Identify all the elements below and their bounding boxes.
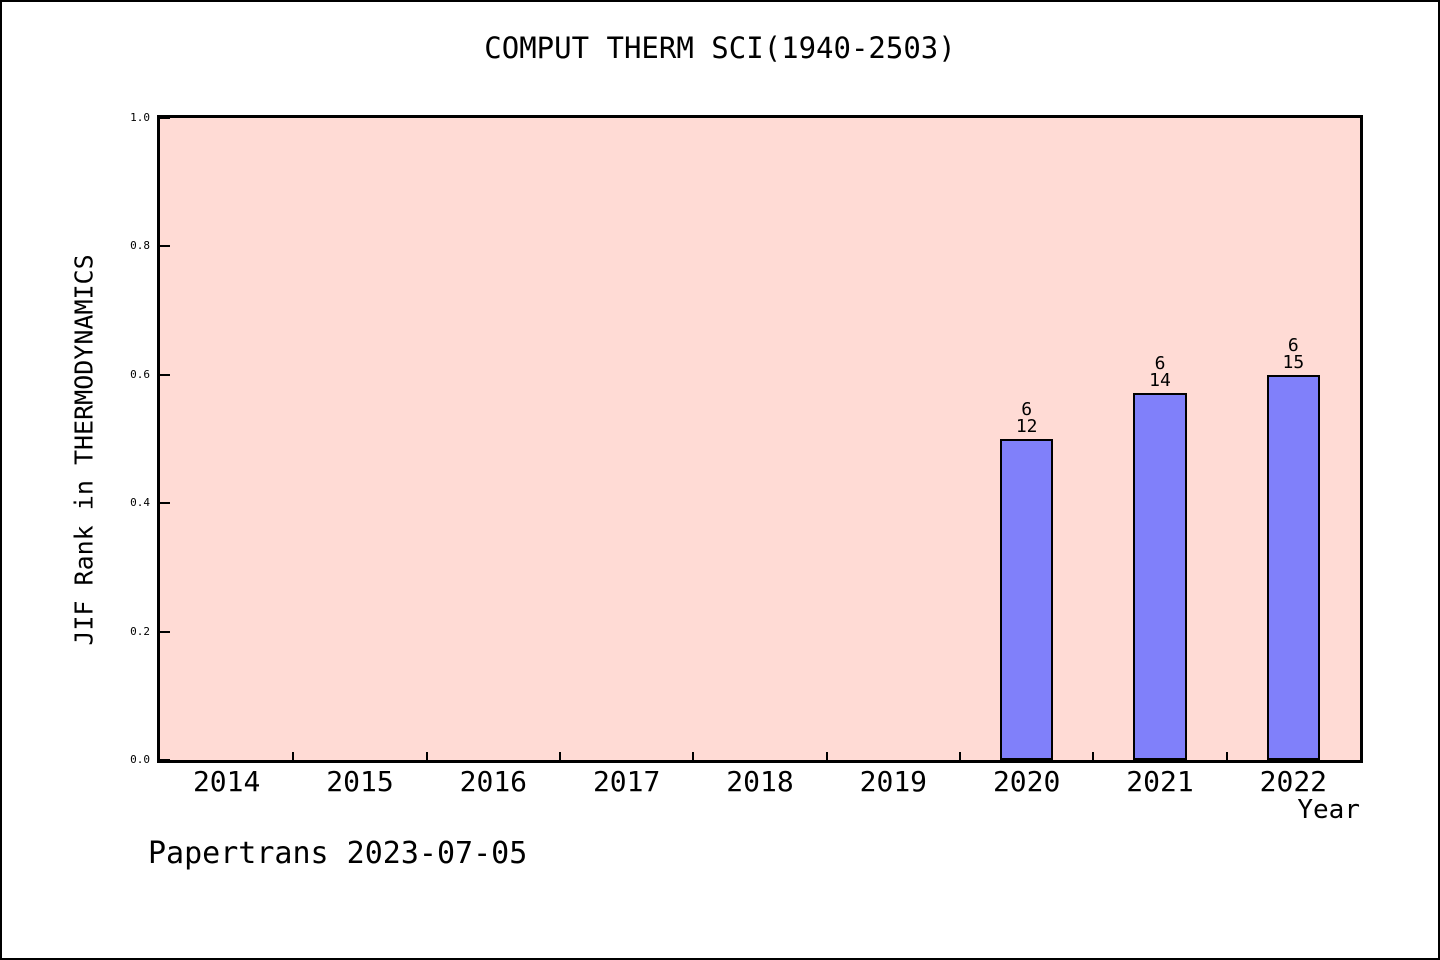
- x-tick-label: 2016: [459, 765, 528, 798]
- bar-annotation-denominator: 12: [1015, 416, 1038, 437]
- y-tick-mark: [160, 117, 170, 119]
- y-tick-label: 0.8: [130, 239, 150, 253]
- x-tick-mark: [1225, 752, 1228, 760]
- y-tick-label: 0.2: [130, 624, 150, 638]
- chart-title: COMPUT THERM SCI(1940-2503): [484, 31, 956, 65]
- x-tick-mark: [292, 752, 295, 760]
- y-tick-mark: [160, 245, 170, 248]
- x-tick-label: 2021: [1126, 765, 1194, 798]
- bar-annotation-numerator: 6: [1287, 334, 1299, 356]
- bar-annotation: 6 12: [987, 399, 1067, 437]
- bar-annotation-numerator: 6: [1021, 399, 1033, 420]
- y-tick-mark: [160, 373, 170, 376]
- x-axis-label: Year: [1297, 795, 1360, 825]
- bar-2020: [1000, 439, 1054, 760]
- x-tick-mark: [692, 752, 695, 760]
- x-tick-label: 2020: [992, 765, 1061, 798]
- bar-annotation-numerator: 6: [1154, 353, 1166, 375]
- y-axis-label: JIF Rank in THERMODYNAMICS: [69, 254, 99, 646]
- y-tick-mark: [160, 502, 170, 505]
- x-tick-label: 2017: [592, 765, 661, 798]
- x-tick-label: 2019: [859, 765, 928, 798]
- bar-annotation: 6 15: [1253, 334, 1333, 373]
- x-tick-mark: [425, 752, 428, 760]
- bar-2021: [1133, 393, 1187, 760]
- x-tick-mark: [959, 752, 961, 760]
- y-tick-label: 1.0: [130, 111, 150, 124]
- x-tick-label: 2022: [1259, 765, 1328, 798]
- x-tick-mark: [559, 752, 561, 760]
- x-tick-label: 2015: [326, 765, 394, 798]
- bar-annotation-denominator: 15: [1282, 351, 1305, 373]
- y-tick-label: 0.0: [130, 753, 150, 766]
- watermark-text: Papertrans 2023-07-05: [148, 836, 528, 871]
- y-tick-mark: [160, 759, 170, 761]
- x-tick-mark: [1092, 752, 1095, 760]
- x-tick-mark: [825, 752, 828, 760]
- y-tick-mark: [160, 630, 170, 633]
- bar-2022: [1266, 374, 1320, 760]
- plot-area: [157, 115, 1363, 763]
- bar-annotation: 6 14: [1120, 353, 1200, 392]
- x-tick-label: 2018: [726, 765, 794, 798]
- x-tick-label: 2014: [192, 765, 261, 798]
- y-tick-label: 0.4: [130, 496, 150, 510]
- y-tick-label: 0.6: [130, 367, 150, 381]
- bar-annotation-denominator: 14: [1149, 370, 1171, 392]
